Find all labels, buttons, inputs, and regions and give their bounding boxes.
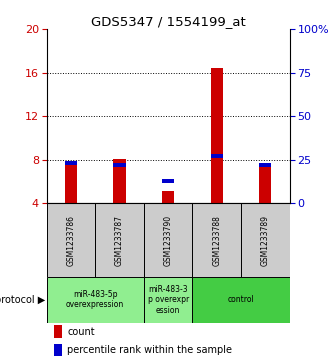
Text: GSM1233789: GSM1233789 bbox=[261, 215, 270, 266]
Bar bbox=[162, 179, 174, 183]
Bar bbox=[54, 344, 62, 356]
Title: GDS5347 / 1554199_at: GDS5347 / 1554199_at bbox=[91, 15, 245, 28]
Bar bbox=[192, 277, 290, 323]
Bar bbox=[47, 203, 95, 277]
Bar bbox=[144, 203, 192, 277]
Text: GSM1233790: GSM1233790 bbox=[164, 215, 173, 266]
Text: GSM1233786: GSM1233786 bbox=[66, 215, 76, 266]
Bar bbox=[241, 203, 290, 277]
Bar bbox=[192, 203, 241, 277]
Bar bbox=[211, 68, 223, 203]
Text: control: control bbox=[228, 295, 254, 304]
Bar bbox=[211, 154, 223, 159]
Bar bbox=[114, 159, 126, 203]
Text: percentile rank within the sample: percentile rank within the sample bbox=[67, 345, 232, 355]
Bar bbox=[259, 163, 271, 167]
Bar bbox=[65, 161, 77, 166]
Text: GSM1233787: GSM1233787 bbox=[115, 215, 124, 266]
Bar bbox=[65, 165, 77, 203]
Bar bbox=[54, 325, 62, 338]
Bar bbox=[114, 163, 126, 167]
Bar bbox=[47, 277, 144, 323]
Bar bbox=[259, 165, 271, 203]
Bar bbox=[95, 203, 144, 277]
Text: miR-483-5p
overexpression: miR-483-5p overexpression bbox=[66, 290, 124, 309]
Text: GSM1233788: GSM1233788 bbox=[212, 215, 221, 265]
Text: count: count bbox=[67, 327, 95, 337]
Text: miR-483-3
p overexpr
ession: miR-483-3 p overexpr ession bbox=[148, 285, 189, 315]
Bar bbox=[162, 191, 174, 203]
Bar bbox=[144, 277, 192, 323]
Text: protocol ▶: protocol ▶ bbox=[0, 295, 46, 305]
